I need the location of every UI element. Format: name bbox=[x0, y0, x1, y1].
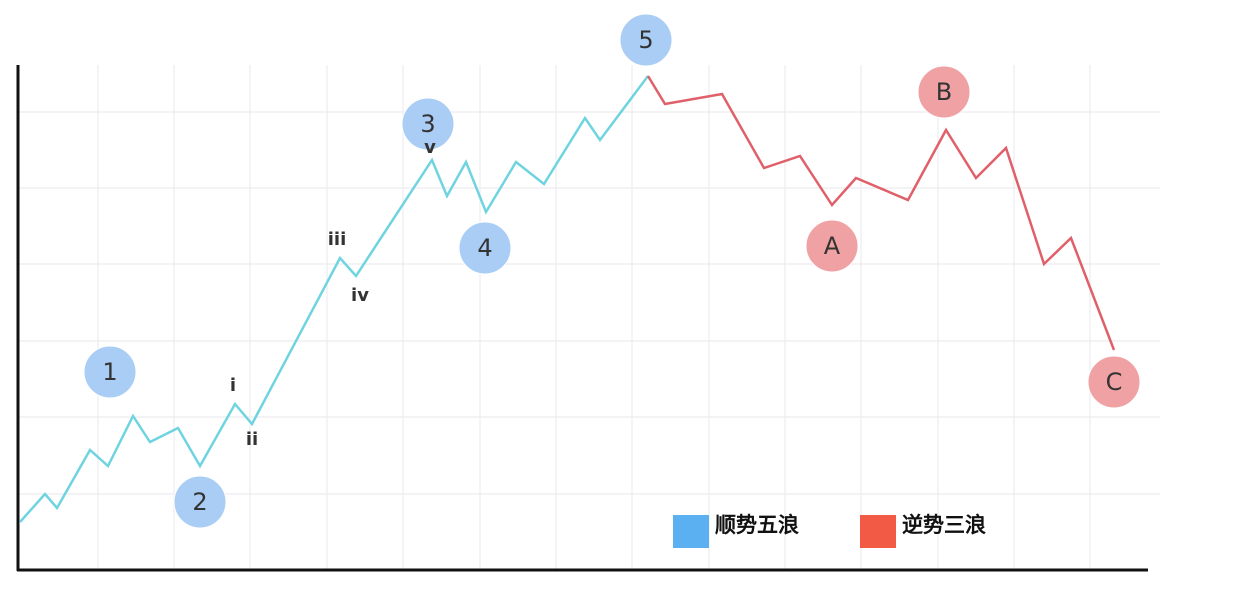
sub-wave-label: iv bbox=[351, 285, 369, 306]
wave-label: 1 bbox=[102, 358, 117, 386]
wave-circle bbox=[83, 345, 137, 399]
sub-wave-label: ii bbox=[246, 429, 258, 450]
wave-circle bbox=[1087, 355, 1141, 409]
wave-node: B bbox=[917, 65, 971, 119]
wave-node: A bbox=[805, 219, 859, 273]
wave-node: 2 bbox=[173, 475, 227, 529]
wave-label: 5 bbox=[638, 26, 653, 54]
wave-circle bbox=[458, 221, 512, 275]
wave-label: 4 bbox=[477, 234, 492, 262]
wave-node: 4 bbox=[458, 221, 512, 275]
corrective-wave bbox=[646, 75, 1116, 351]
sub-wave-label: i bbox=[230, 375, 236, 396]
wave-label: C bbox=[1106, 368, 1123, 396]
grid bbox=[18, 65, 1160, 570]
sub-wave-label: iii bbox=[328, 229, 347, 250]
wave-node: 1 bbox=[83, 345, 137, 399]
wave-circle bbox=[917, 65, 971, 119]
legend-label: 顺势五浪 bbox=[715, 513, 799, 537]
legend-label: 逆势三浪 bbox=[902, 513, 986, 537]
impulse-wave bbox=[19, 75, 649, 523]
wave-node: 3 bbox=[401, 97, 455, 151]
wave-circle bbox=[401, 97, 455, 151]
legend-swatch bbox=[860, 515, 896, 548]
wave-label: B bbox=[936, 78, 952, 106]
wave-node: C bbox=[1087, 355, 1141, 409]
legend-swatch bbox=[673, 515, 709, 548]
sub-wave-label: v bbox=[424, 137, 436, 158]
wave-label: 3 bbox=[420, 110, 435, 138]
wave-node: 5 bbox=[619, 13, 673, 67]
wave-circle bbox=[805, 219, 859, 273]
wave-circle bbox=[173, 475, 227, 529]
wave-label: A bbox=[824, 232, 841, 260]
wave-label: 2 bbox=[192, 488, 207, 516]
wave-circle bbox=[619, 13, 673, 67]
